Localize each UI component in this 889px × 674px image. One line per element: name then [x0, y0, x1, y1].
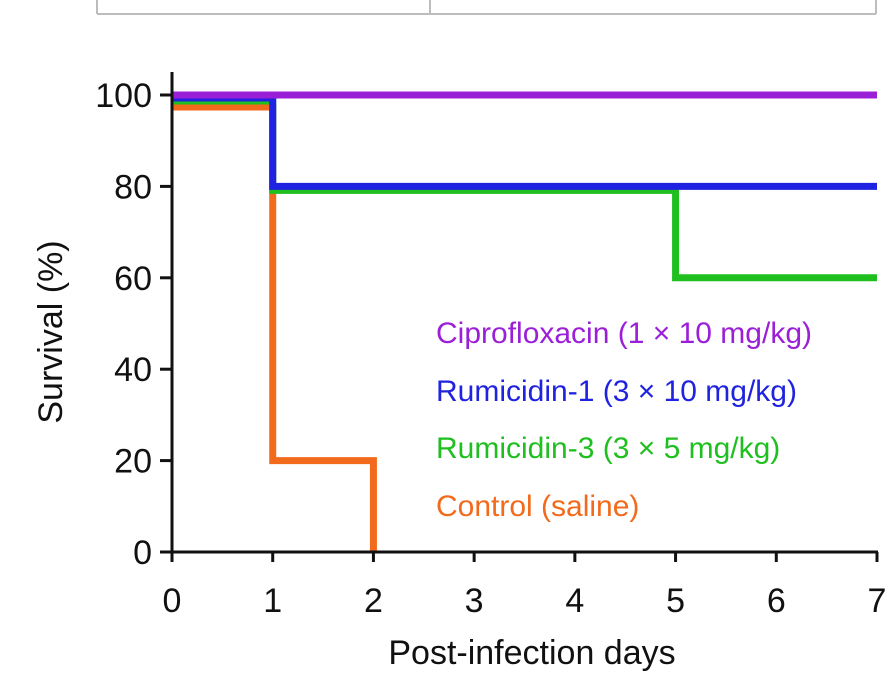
- y-tick-label-1: 20: [114, 443, 152, 481]
- y-axis-title: Survival (%): [32, 240, 70, 423]
- series-line-2: [172, 94, 877, 190]
- series-layer: [172, 91, 877, 552]
- y-tick-label-2: 40: [114, 351, 152, 389]
- x-tick-label-2: 2: [364, 582, 383, 620]
- table-remnant: [96, 0, 877, 15]
- x-axis-title: Post-infection days: [388, 634, 675, 672]
- legend-entry-4: Control (saline): [436, 490, 639, 523]
- x-tick-label-4: 4: [565, 582, 584, 620]
- x-tick-label-6: 6: [767, 582, 786, 620]
- legend-entry-3: Rumicidin-3 (3 × 5 mg/kg): [436, 432, 780, 465]
- x-tick-label-0: 0: [163, 582, 182, 620]
- x-tick-label-1: 1: [263, 582, 282, 620]
- legend-entry-1: Ciprofloxacin (1 × 10 mg/kg): [436, 317, 812, 350]
- series-line-4: [172, 103, 377, 552]
- legend: Ciprofloxacin (1 × 10 mg/kg) Rumicidin-1 …: [436, 317, 812, 523]
- y-tick-label-5: 100: [95, 77, 152, 115]
- y-tick-label-3: 60: [114, 260, 152, 298]
- legend-entry-2: Rumicidin-1 (3 × 10 mg/kg): [436, 375, 797, 408]
- y-tick-label-4: 80: [114, 168, 152, 206]
- x-tick-label-5: 5: [666, 582, 685, 620]
- ticks-layer: 0 1 2 3 4 5 6 7 0 20 40 60 80 100: [95, 77, 886, 620]
- x-tick-label-3: 3: [465, 582, 484, 620]
- x-tick-label-7: 7: [868, 582, 887, 620]
- axes-layer: [170, 72, 878, 554]
- y-tick-label-0: 0: [133, 534, 152, 572]
